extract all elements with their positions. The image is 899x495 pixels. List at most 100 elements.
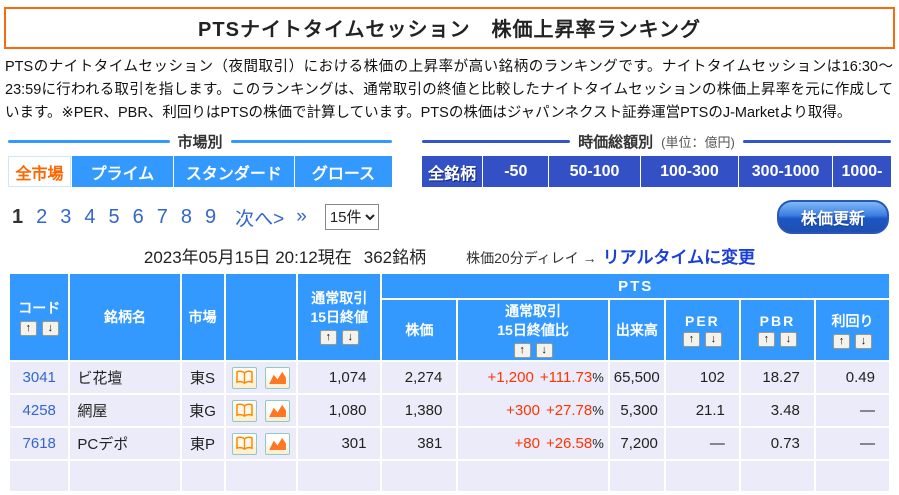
realtime-switch-link[interactable]: リアルタイムに変更 bbox=[602, 248, 756, 267]
market-filter-heading: 市場別 bbox=[8, 131, 393, 151]
chart-icon[interactable] bbox=[264, 432, 290, 455]
stock-code-link bbox=[10, 461, 69, 491]
change-value: +300 bbox=[506, 402, 540, 419]
market-filter-title: 市場別 bbox=[177, 133, 223, 151]
change-percent: +26.58 bbox=[545, 435, 593, 452]
stock-market: 東S bbox=[181, 362, 224, 393]
chart-icon[interactable] bbox=[264, 399, 290, 422]
stock-links bbox=[225, 461, 297, 491]
page-next-link[interactable]: 次へ> bbox=[235, 208, 285, 230]
per-page-select[interactable]: 15件 bbox=[324, 204, 379, 230]
tab-all-markets[interactable]: 全市場 bbox=[8, 156, 71, 187]
page-link-8[interactable]: 8 bbox=[180, 205, 192, 228]
page-link-2[interactable]: 2 bbox=[36, 205, 48, 228]
stock-links bbox=[225, 428, 297, 459]
status-delay-note: 株価20分ディレイ → bbox=[466, 250, 597, 266]
stock-name: PCデポ bbox=[70, 428, 180, 459]
status-datetime: 2023年05月15日 20:12現在 bbox=[143, 248, 352, 267]
page-link-3[interactable]: 3 bbox=[60, 205, 72, 228]
pts-change: +1,200 +111.73% bbox=[458, 362, 608, 393]
divider-line bbox=[742, 139, 891, 143]
page-link-6[interactable]: 6 bbox=[132, 205, 144, 228]
col-header-close: 通常取引 15日終値 ↑ ↓ bbox=[298, 274, 381, 360]
pts-per: 21.1 bbox=[665, 395, 739, 426]
ranking-table: コード ↑ ↓ 銘柄名 市場 通常取引 15日終値 ↑ ↓ bbox=[8, 272, 891, 493]
pts-price: 381 bbox=[382, 428, 457, 459]
sort-asc-icon[interactable]: ↑ bbox=[757, 332, 775, 347]
pts-price: 1,380 bbox=[382, 395, 457, 426]
col-group-pts: PTS bbox=[382, 274, 889, 298]
tab-growth[interactable]: グロース bbox=[294, 156, 392, 187]
sort-desc-icon[interactable]: ↓ bbox=[341, 330, 359, 345]
stock-name: ビ花壇 bbox=[70, 362, 180, 393]
pts-change bbox=[458, 461, 608, 491]
sort-desc-icon[interactable]: ↓ bbox=[854, 334, 872, 349]
page-link-7[interactable]: 7 bbox=[156, 205, 168, 228]
stock-code-link[interactable]: 4258 bbox=[10, 395, 69, 426]
tab-cap-under-50[interactable]: -50 bbox=[483, 156, 549, 187]
sort-desc-icon[interactable]: ↓ bbox=[779, 332, 797, 347]
stock-code-link[interactable]: 7618 bbox=[10, 428, 69, 459]
market-cap-title: 時価総額別 bbox=[578, 133, 654, 151]
tab-prime[interactable]: プライム bbox=[72, 156, 173, 187]
page-title: PTSナイトタイムセッション 株価上昇率ランキング bbox=[4, 7, 895, 49]
divider-line bbox=[8, 139, 170, 143]
col-header-code: コード ↑ ↓ bbox=[10, 274, 69, 360]
sort-controls-change: ↑ ↓ bbox=[513, 343, 553, 358]
tab-cap-over-1000[interactable]: 1000- bbox=[832, 156, 891, 187]
tab-cap-50-100[interactable]: 50-100 bbox=[549, 156, 640, 187]
sort-desc-icon[interactable]: ↓ bbox=[704, 332, 722, 347]
table-row bbox=[10, 461, 889, 491]
col-header-pts-change: 通常取引 15日終値比 ↑ ↓ bbox=[458, 300, 608, 360]
regular-close-price: 301 bbox=[298, 428, 381, 459]
market-filter: 市場別 全市場 プライム スタンダード グロース bbox=[8, 131, 393, 187]
table-row: 4258 網屋 東G 1,080 1,380 +300 +27.78% 5,300… bbox=[10, 395, 889, 426]
pts-volume: 5,300 bbox=[609, 395, 664, 426]
news-book-icon[interactable] bbox=[231, 399, 257, 422]
tab-cap-300-1000[interactable]: 300-1000 bbox=[739, 156, 832, 187]
sort-asc-icon[interactable]: ↑ bbox=[832, 334, 850, 349]
tab-cap-all[interactable]: 全銘柄 bbox=[422, 156, 483, 187]
pts-yield: 0.49 bbox=[815, 362, 889, 393]
sort-asc-icon[interactable]: ↑ bbox=[682, 332, 700, 347]
page-link-9[interactable]: 9 bbox=[205, 205, 217, 228]
change-percent: +27.78 bbox=[545, 402, 593, 419]
pts-change: +80 +26.58% bbox=[458, 428, 608, 459]
refresh-price-button[interactable]: 株価更新 bbox=[776, 200, 889, 234]
page-link-4[interactable]: 4 bbox=[84, 205, 96, 228]
sort-asc-icon[interactable]: ↑ bbox=[513, 343, 531, 358]
sort-desc-icon[interactable]: ↓ bbox=[41, 321, 59, 336]
col-header-market: 市場 bbox=[181, 274, 224, 360]
filter-section: 市場別 全市場 プライム スタンダード グロース 時価総額別 (単位：億円) 全… bbox=[8, 131, 891, 187]
col-header-pbr-label: PBR bbox=[759, 313, 796, 329]
header-row-sub: 株価 通常取引 15日終値比 ↑ ↓ 出来高 PER ↑ bbox=[10, 300, 889, 360]
tab-cap-100-300[interactable]: 100-300 bbox=[640, 156, 739, 187]
news-book-icon[interactable] bbox=[231, 432, 257, 455]
pts-per: ― bbox=[665, 428, 739, 459]
pts-price: 2,274 bbox=[382, 362, 457, 393]
col-header-links bbox=[225, 274, 297, 360]
sort-controls-close: ↑ ↓ bbox=[319, 330, 359, 345]
page-last-link[interactable]: » bbox=[296, 206, 307, 227]
stock-links bbox=[225, 395, 297, 426]
status-stock-count: 362銘柄 bbox=[363, 248, 427, 267]
header-row-group: コード ↑ ↓ 銘柄名 市場 通常取引 15日終値 ↑ ↓ bbox=[10, 274, 889, 360]
pts-yield bbox=[815, 461, 889, 491]
chart-icon[interactable] bbox=[264, 366, 290, 389]
sort-asc-icon[interactable]: ↑ bbox=[19, 321, 37, 336]
news-book-icon[interactable] bbox=[231, 366, 257, 389]
page-link-5[interactable]: 5 bbox=[108, 205, 120, 228]
stock-name bbox=[70, 461, 180, 491]
pts-change: +300 +27.78% bbox=[458, 395, 608, 426]
sort-controls-yield: ↑ ↓ bbox=[832, 334, 872, 349]
stock-code-link[interactable]: 3041 bbox=[10, 362, 69, 393]
sort-desc-icon[interactable]: ↓ bbox=[535, 343, 553, 358]
status-bar: 2023年05月15日 20:12現在 362銘柄 株価20分ディレイ → リア… bbox=[4, 243, 895, 268]
tab-standard[interactable]: スタンダード bbox=[173, 156, 294, 187]
stock-links bbox=[225, 362, 297, 393]
pts-price bbox=[382, 461, 457, 491]
col-header-per-label: PER bbox=[685, 313, 720, 329]
pts-pbr: 3.48 bbox=[740, 395, 814, 426]
sort-asc-icon[interactable]: ↑ bbox=[319, 330, 337, 345]
col-header-yield-label: 利回り bbox=[831, 313, 874, 329]
